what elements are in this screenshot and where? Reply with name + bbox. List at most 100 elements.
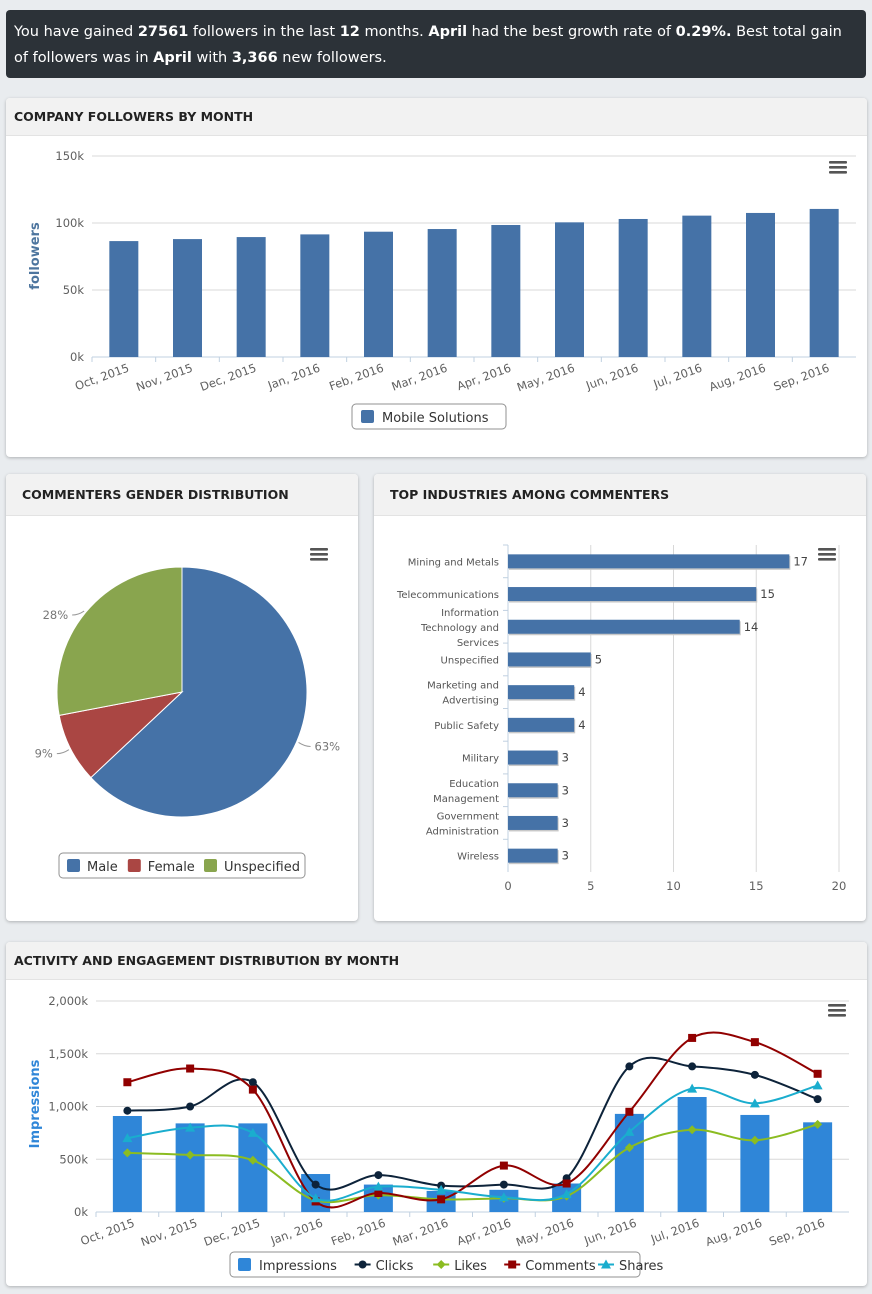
bar[interactable] <box>746 212 775 357</box>
y-tick-label: 100k <box>55 216 84 230</box>
legend-label: Female <box>148 860 195 875</box>
bar[interactable] <box>112 1115 142 1212</box>
bar[interactable] <box>173 239 202 357</box>
series-point <box>813 1069 822 1078</box>
bar[interactable] <box>109 241 139 357</box>
banner-text: Best total gain of followers was in <box>14 24 842 66</box>
series-point <box>185 1150 195 1160</box>
bar[interactable] <box>236 237 266 357</box>
bar[interactable] <box>740 1114 770 1212</box>
followers-panel-title: COMPANY FOLLOWERS BY MONTH <box>6 98 867 136</box>
chart-menu-icon[interactable] <box>818 548 836 561</box>
bar[interactable] <box>809 208 839 357</box>
bar[interactable] <box>491 225 521 357</box>
series-point <box>248 1155 258 1165</box>
series-line[interactable] <box>127 1056 818 1191</box>
legend[interactable]: Impressions Clicks Likes Comments Shares <box>229 1251 664 1278</box>
series-point <box>498 1192 509 1202</box>
bar[interactable] <box>508 815 558 830</box>
bar[interactable] <box>682 215 712 357</box>
legend-label: Clicks <box>376 1259 414 1274</box>
bar[interactable] <box>618 218 648 357</box>
x-tick-label: 15 <box>749 879 764 893</box>
x-tick-label: May, 2016 <box>515 361 577 395</box>
series-point <box>373 1181 384 1191</box>
legend[interactable]: Male Female Unspecified <box>58 852 306 879</box>
banner-best-gain-month: April <box>153 50 192 66</box>
series-point <box>688 1033 697 1042</box>
bar[interactable] <box>508 848 558 863</box>
series-point <box>185 1122 196 1132</box>
gender-panel-title: COMMENTERS GENDER DISTRIBUTION <box>6 474 358 516</box>
banner-text: with <box>191 50 232 66</box>
series-point <box>625 1062 634 1071</box>
series-point <box>122 1148 132 1158</box>
y-tick-label: 1,000k <box>48 1100 88 1114</box>
series-point <box>186 1064 195 1073</box>
bar[interactable] <box>508 750 558 765</box>
legend-marker <box>508 1260 517 1269</box>
chart-menu-icon[interactable] <box>829 161 847 174</box>
y-tick-label: 1,500k <box>48 1047 88 1061</box>
legend-label: Likes <box>454 1259 487 1274</box>
banner-text: had the best growth rate of <box>467 24 676 40</box>
x-tick-label: Apr, 2016 <box>455 361 513 393</box>
bar[interactable] <box>508 652 591 667</box>
bar[interactable] <box>508 783 558 798</box>
bar[interactable] <box>508 717 575 732</box>
series-point <box>248 1085 257 1094</box>
bar[interactable] <box>508 685 575 700</box>
bar[interactable] <box>427 229 457 357</box>
y-tick-label: Services <box>457 638 499 649</box>
bar[interactable] <box>508 619 740 634</box>
legend[interactable]: Mobile Solutions <box>351 403 507 430</box>
y-tick-label: 0k <box>70 350 84 364</box>
y-tick-label: Government <box>437 811 499 822</box>
chart-menu-icon[interactable] <box>828 1004 846 1017</box>
x-tick-label: Mar, 2016 <box>391 1216 451 1249</box>
series-point <box>688 1062 697 1071</box>
menu-line <box>829 166 847 169</box>
x-tick-label: Jan, 2016 <box>268 1216 325 1248</box>
industries-panel: TOP INDUSTRIES AMONG COMMENTERS 0 5 10 15 20… <box>374 474 866 921</box>
chart-menu-icon[interactable] <box>310 548 328 561</box>
y-tick-label: 150k <box>55 149 84 163</box>
bar[interactable] <box>364 231 393 357</box>
series-point <box>561 1189 572 1199</box>
series-line[interactable] <box>127 1031 819 1209</box>
bar[interactable] <box>238 1123 268 1212</box>
series-line[interactable] <box>127 1084 818 1202</box>
x-tick-label: Feb, 2016 <box>327 361 385 394</box>
bar[interactable] <box>677 1097 707 1212</box>
series-point <box>749 1098 760 1108</box>
series-point <box>813 1095 822 1104</box>
menu-line <box>829 171 847 174</box>
bar[interactable] <box>508 554 790 569</box>
series-point <box>750 1038 759 1047</box>
bar[interactable] <box>175 1123 205 1212</box>
pie-slice[interactable] <box>56 566 183 717</box>
bar[interactable] <box>300 234 330 357</box>
y-axis-label: followers <box>28 222 43 290</box>
bar-data-label: 5 <box>595 652 602 666</box>
menu-line <box>818 553 836 556</box>
x-tick-label: Apr, 2016 <box>455 1216 513 1248</box>
x-tick-label: Jul, 2016 <box>648 1216 701 1247</box>
bar[interactable] <box>803 1122 833 1212</box>
x-tick-label: Nov, 2015 <box>139 1216 199 1249</box>
bar[interactable] <box>555 222 584 357</box>
legend-label: Unspecified <box>224 860 300 875</box>
x-tick-label: Mar, 2016 <box>390 361 450 394</box>
x-tick-label: May, 2016 <box>514 1216 576 1250</box>
pie-slice[interactable] <box>90 566 308 818</box>
bar-data-label: 17 <box>793 554 808 568</box>
x-tick-label: Sep, 2016 <box>767 1216 827 1249</box>
y-tick-label: 0k <box>74 1205 88 1219</box>
legend-swatch <box>238 1258 251 1271</box>
series-point <box>374 1189 383 1198</box>
series-line[interactable] <box>127 1123 818 1204</box>
x-tick-label: Aug, 2016 <box>707 361 767 394</box>
menu-line <box>829 161 847 164</box>
y-tick-label: Telecommunications <box>396 590 499 601</box>
bar[interactable] <box>508 587 757 602</box>
